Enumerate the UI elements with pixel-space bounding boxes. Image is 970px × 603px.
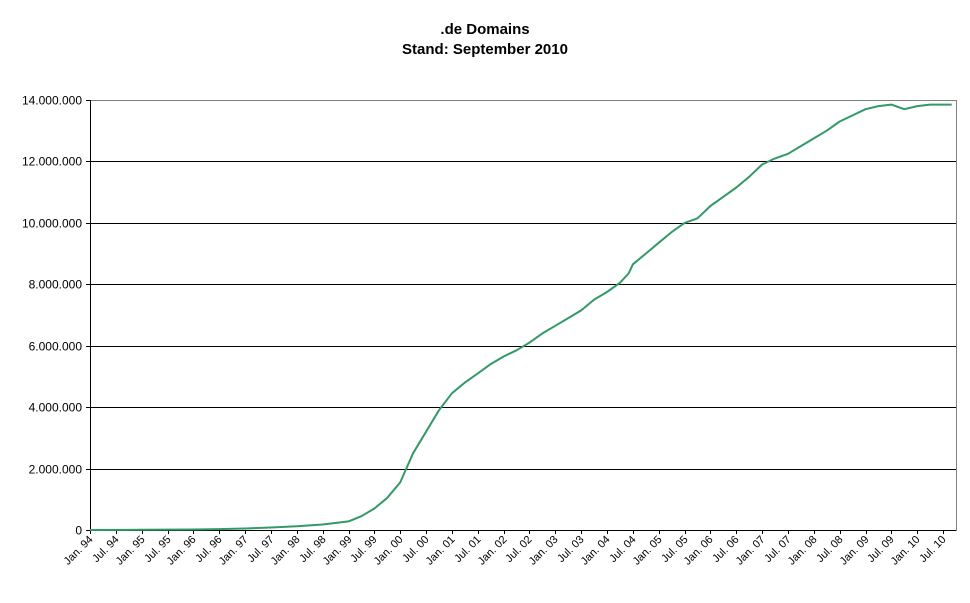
chart-subtitle: Stand: September 2010 [402, 41, 568, 58]
y-tick-label: 12.000.000 [22, 155, 82, 169]
x-tick-label: Jan. 97 [217, 534, 251, 568]
x-tick-label: Jul. 10 [917, 534, 948, 565]
x-tick-label: Jan. 99 [321, 534, 355, 568]
x-tick-label: Jan. 00 [372, 534, 406, 568]
y-tick-label: 6.000.000 [29, 340, 83, 354]
y-tick-label: 10.000.000 [22, 217, 82, 231]
chart-title-block: .de Domains Stand: September 2010 [0, 20, 970, 60]
x-tick-label: Jan. 04 [579, 534, 613, 568]
series-line [89, 103, 952, 531]
y-tick-label: 0 [75, 524, 82, 538]
x-tick-label: Jan. 03 [527, 534, 561, 568]
plot-area-border [90, 100, 957, 531]
x-tick-label: Jan. 98 [269, 534, 303, 568]
y-tick-label: 8.000.000 [29, 278, 83, 292]
y-tick-label: 14.000.000 [22, 94, 82, 108]
x-tick-label: Jan. 07 [734, 534, 768, 568]
chart-title: .de Domains [440, 21, 530, 38]
x-tick-label: Jan. 05 [631, 534, 665, 568]
x-tick-label: Jan. 02 [476, 534, 510, 568]
y-tick-label: 2.000.000 [29, 463, 83, 477]
x-tick-label: Jan. 09 [838, 534, 872, 568]
x-tick-label: Jan. 01 [424, 534, 458, 568]
y-tick-label: 4.000.000 [29, 401, 83, 415]
x-tick-label: Jan. 94 [62, 534, 96, 568]
series-layer [89, 103, 952, 531]
x-tick-label: Jan. 08 [786, 534, 820, 568]
gridlines [90, 100, 956, 470]
x-tick-label: Jan. 10 [889, 534, 923, 568]
y-axis: 0 2.000.000 4.000.000 6.000.000 8.000.000 10.… [22, 94, 91, 538]
x-tick-label: Jan. 95 [114, 534, 148, 568]
